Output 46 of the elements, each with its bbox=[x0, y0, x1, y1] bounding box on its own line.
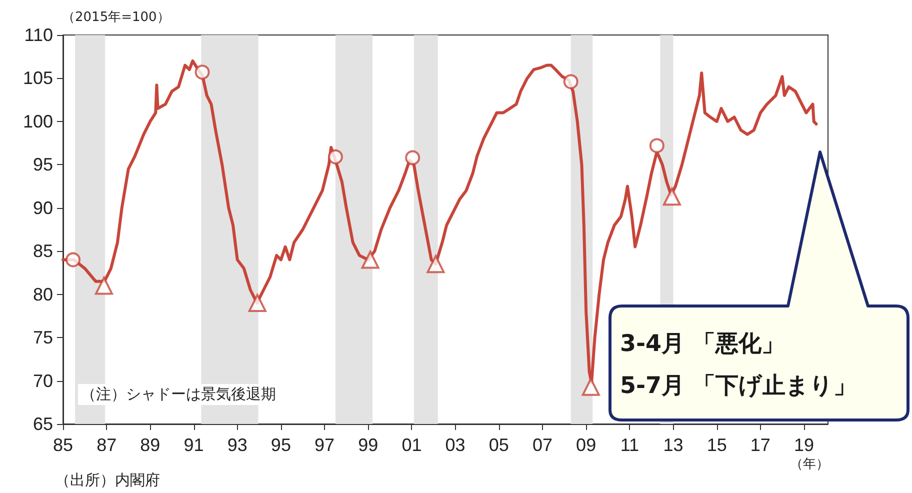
y-tick-label: 70 bbox=[32, 370, 53, 391]
y-tick-label: 95 bbox=[32, 154, 53, 175]
y-tick-label: 100 bbox=[22, 111, 53, 132]
x-tick-label: 97 bbox=[314, 435, 335, 455]
point bbox=[405, 150, 420, 166]
x-tick-label: 17 bbox=[750, 435, 770, 455]
point bbox=[563, 74, 578, 90]
point bbox=[582, 378, 600, 396]
y-tick-label: 85 bbox=[32, 241, 53, 262]
x-tick-label: 13 bbox=[663, 435, 684, 455]
y-tick-label: 90 bbox=[32, 198, 53, 218]
y-tick-label: 105 bbox=[22, 68, 53, 88]
y-tick-label: 80 bbox=[32, 284, 53, 304]
point bbox=[361, 250, 380, 269]
point bbox=[66, 252, 81, 268]
x-tick-label: 99 bbox=[358, 435, 378, 455]
x-axis-title: （年） bbox=[790, 456, 829, 473]
text: （出所）内閣府 bbox=[55, 471, 160, 490]
point bbox=[649, 138, 664, 154]
x-tick-label: 95 bbox=[270, 435, 291, 455]
x-tick-label: 05 bbox=[488, 435, 509, 455]
point bbox=[94, 276, 113, 295]
x-tick-label: 11 bbox=[620, 435, 640, 455]
x-tick-label: 91 bbox=[184, 435, 204, 455]
point bbox=[662, 188, 681, 206]
x-tick-label: 07 bbox=[532, 435, 553, 455]
annotation: 5-7月 「下げ止まり」 bbox=[620, 372, 857, 401]
point bbox=[426, 255, 445, 274]
x-tick-label: 19 bbox=[794, 435, 814, 455]
y-tick-label: 110 bbox=[24, 25, 53, 45]
x-tick-label: 03 bbox=[445, 435, 466, 455]
x-tick-label: 01 bbox=[402, 435, 422, 455]
y-tick-label: 75 bbox=[32, 328, 53, 348]
x-tick-label: 15 bbox=[706, 435, 727, 455]
point bbox=[194, 64, 210, 80]
x-tick-label: 09 bbox=[576, 435, 596, 455]
point bbox=[328, 149, 343, 164]
x-tick-label: 87 bbox=[96, 435, 117, 455]
x-tick-label: 89 bbox=[140, 435, 160, 455]
y-axis-title: （2015年=100） bbox=[62, 9, 170, 26]
point bbox=[248, 294, 266, 312]
x-tick-label: 93 bbox=[227, 435, 248, 455]
y-tick-label: 65 bbox=[32, 414, 53, 434]
annotation: （注）シャドーは景気後退期 bbox=[78, 384, 279, 405]
annotation: 3-4月 「悪化」 bbox=[620, 330, 785, 359]
x-tick-label: 85 bbox=[52, 435, 74, 455]
